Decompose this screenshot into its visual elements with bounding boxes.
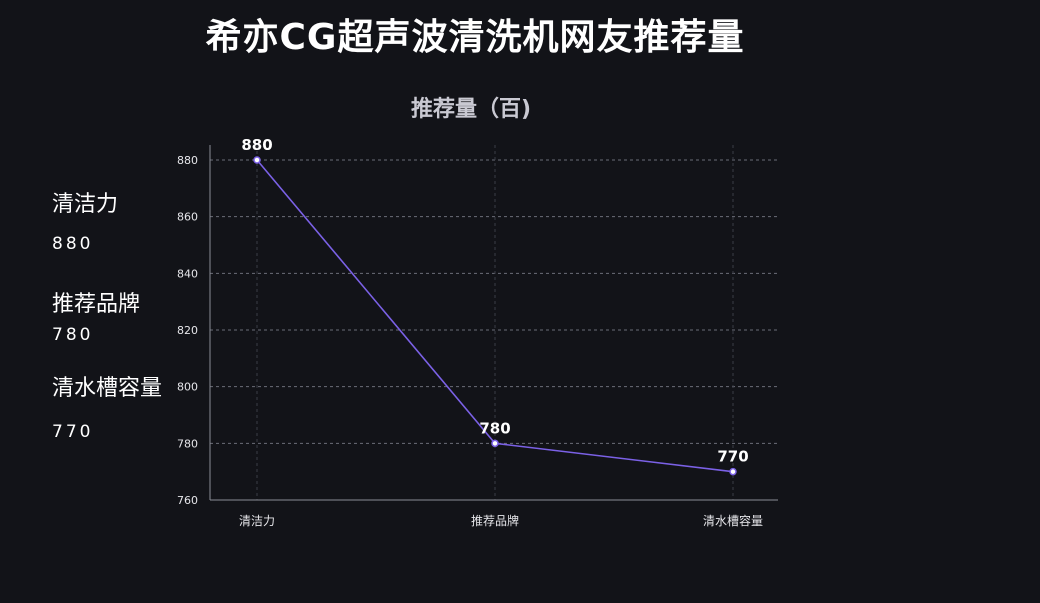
sidebar-item-value: 780 <box>52 325 94 345</box>
x-tick-label: 清水槽容量 <box>703 513 763 528</box>
data-label: 880 <box>241 136 272 154</box>
y-tick-label: 840 <box>177 267 198 280</box>
data-point <box>253 156 261 164</box>
y-tick-label: 780 <box>177 437 198 450</box>
y-tick-label: 760 <box>177 494 198 507</box>
data-label: 770 <box>717 448 748 466</box>
x-tick-label: 清洁力 <box>239 514 275 528</box>
data-point <box>729 467 737 476</box>
sidebar-item-label: 清洁力 <box>52 192 119 217</box>
data-label: 780 <box>479 419 510 437</box>
y-tick-label: 860 <box>177 211 198 224</box>
sidebar-item-label: 清水槽容量 <box>52 376 163 401</box>
y-tick-label: 800 <box>177 381 198 394</box>
sidebar-item-label: 推荐品牌 <box>52 292 141 317</box>
page-title: 希亦CG超声波清洗机网友推荐量 <box>205 17 745 58</box>
sidebar-item-value: 880 <box>52 234 94 254</box>
sidebar-item-value: 770 <box>52 422 94 442</box>
chart-title: 推荐量（百) <box>411 96 531 122</box>
y-tick-label: 880 <box>177 154 198 167</box>
x-tick-label: 推荐品牌 <box>471 514 519 528</box>
data-point <box>491 439 499 448</box>
y-tick-label: 820 <box>177 324 198 337</box>
